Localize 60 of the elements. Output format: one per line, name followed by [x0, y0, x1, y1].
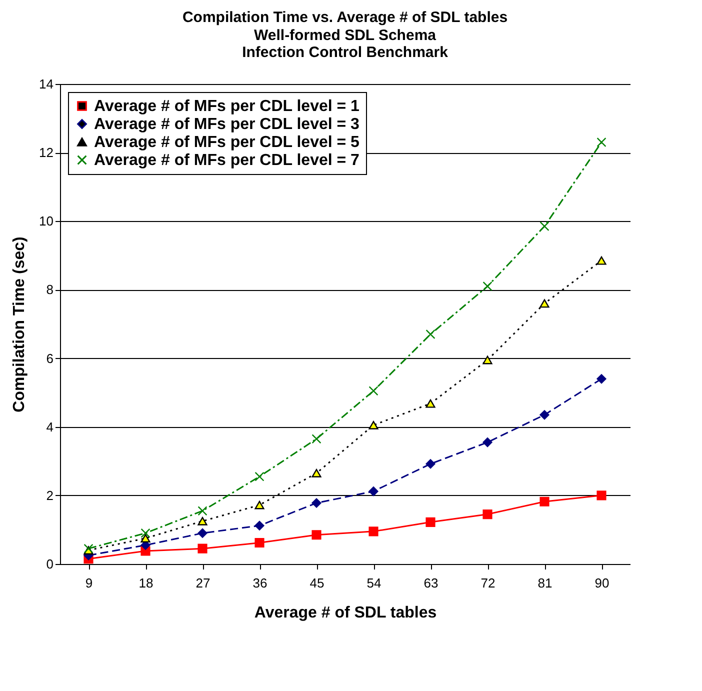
point	[596, 374, 606, 384]
point	[312, 434, 322, 444]
x-tick-label: 72	[480, 576, 496, 590]
point	[368, 486, 378, 496]
point	[596, 256, 606, 265]
point	[426, 399, 436, 408]
point	[198, 516, 208, 526]
point	[540, 299, 550, 308]
legend-label: Average # of MFs per CDL level = 3	[94, 116, 360, 133]
y-tick-label: 0	[46, 556, 54, 572]
x-tick-label: 90	[594, 576, 610, 590]
point	[596, 138, 606, 148]
legend-label: Average # of MFs per CDL level = 5	[94, 134, 360, 151]
point	[482, 510, 492, 520]
point	[140, 528, 150, 538]
point	[426, 517, 436, 527]
chart-subtitle: Well-formed SDL Schema Infection Control Benchmark	[242, 27, 449, 61]
x-tick-label: 36	[252, 576, 268, 590]
point	[312, 498, 322, 508]
point	[368, 386, 378, 396]
point	[540, 496, 550, 506]
y-tick-label: 4	[46, 419, 54, 434]
x-axis-title: Average # of SDL tables	[254, 604, 437, 622]
x-tick-label: 18	[138, 576, 154, 590]
point	[482, 356, 492, 364]
point	[312, 468, 322, 478]
x-tick-label: 54	[366, 576, 382, 590]
chart-title: Compilation Time vs. Average # of SDL tables	[182, 9, 508, 26]
y-tick-label: 2	[46, 488, 54, 503]
point	[198, 528, 208, 538]
point	[254, 520, 264, 530]
point	[140, 534, 150, 543]
x-tick-label: 9	[85, 576, 93, 590]
point	[312, 530, 322, 540]
y-axis-title: Compilation Time (sec)	[11, 236, 28, 412]
point	[368, 526, 378, 536]
x-tick-label: 81	[538, 576, 552, 590]
point	[426, 459, 436, 469]
y-tick-label: 8	[46, 282, 54, 298]
point	[198, 544, 208, 554]
point	[482, 282, 492, 292]
x-tick-label: 27	[196, 576, 210, 590]
point	[368, 420, 378, 430]
y-tick-label: 12	[39, 145, 54, 160]
point	[254, 538, 264, 548]
point	[254, 500, 264, 510]
point	[254, 472, 264, 482]
legend-label: Average # of MFs per CDL level = 7	[94, 152, 360, 169]
x-tick-label: 63	[424, 576, 438, 590]
point	[540, 222, 550, 232]
point	[540, 410, 550, 420]
y-tick-label: 10	[39, 214, 54, 229]
point	[596, 490, 606, 500]
point	[426, 330, 436, 340]
x-tick-label: 45	[310, 576, 324, 590]
point	[198, 506, 208, 516]
legend-label: Average # of MFs per CDL level = 1	[94, 98, 360, 115]
point	[482, 438, 492, 448]
y-tick-label: 14	[39, 76, 54, 92]
y-tick-label: 6	[46, 350, 54, 366]
